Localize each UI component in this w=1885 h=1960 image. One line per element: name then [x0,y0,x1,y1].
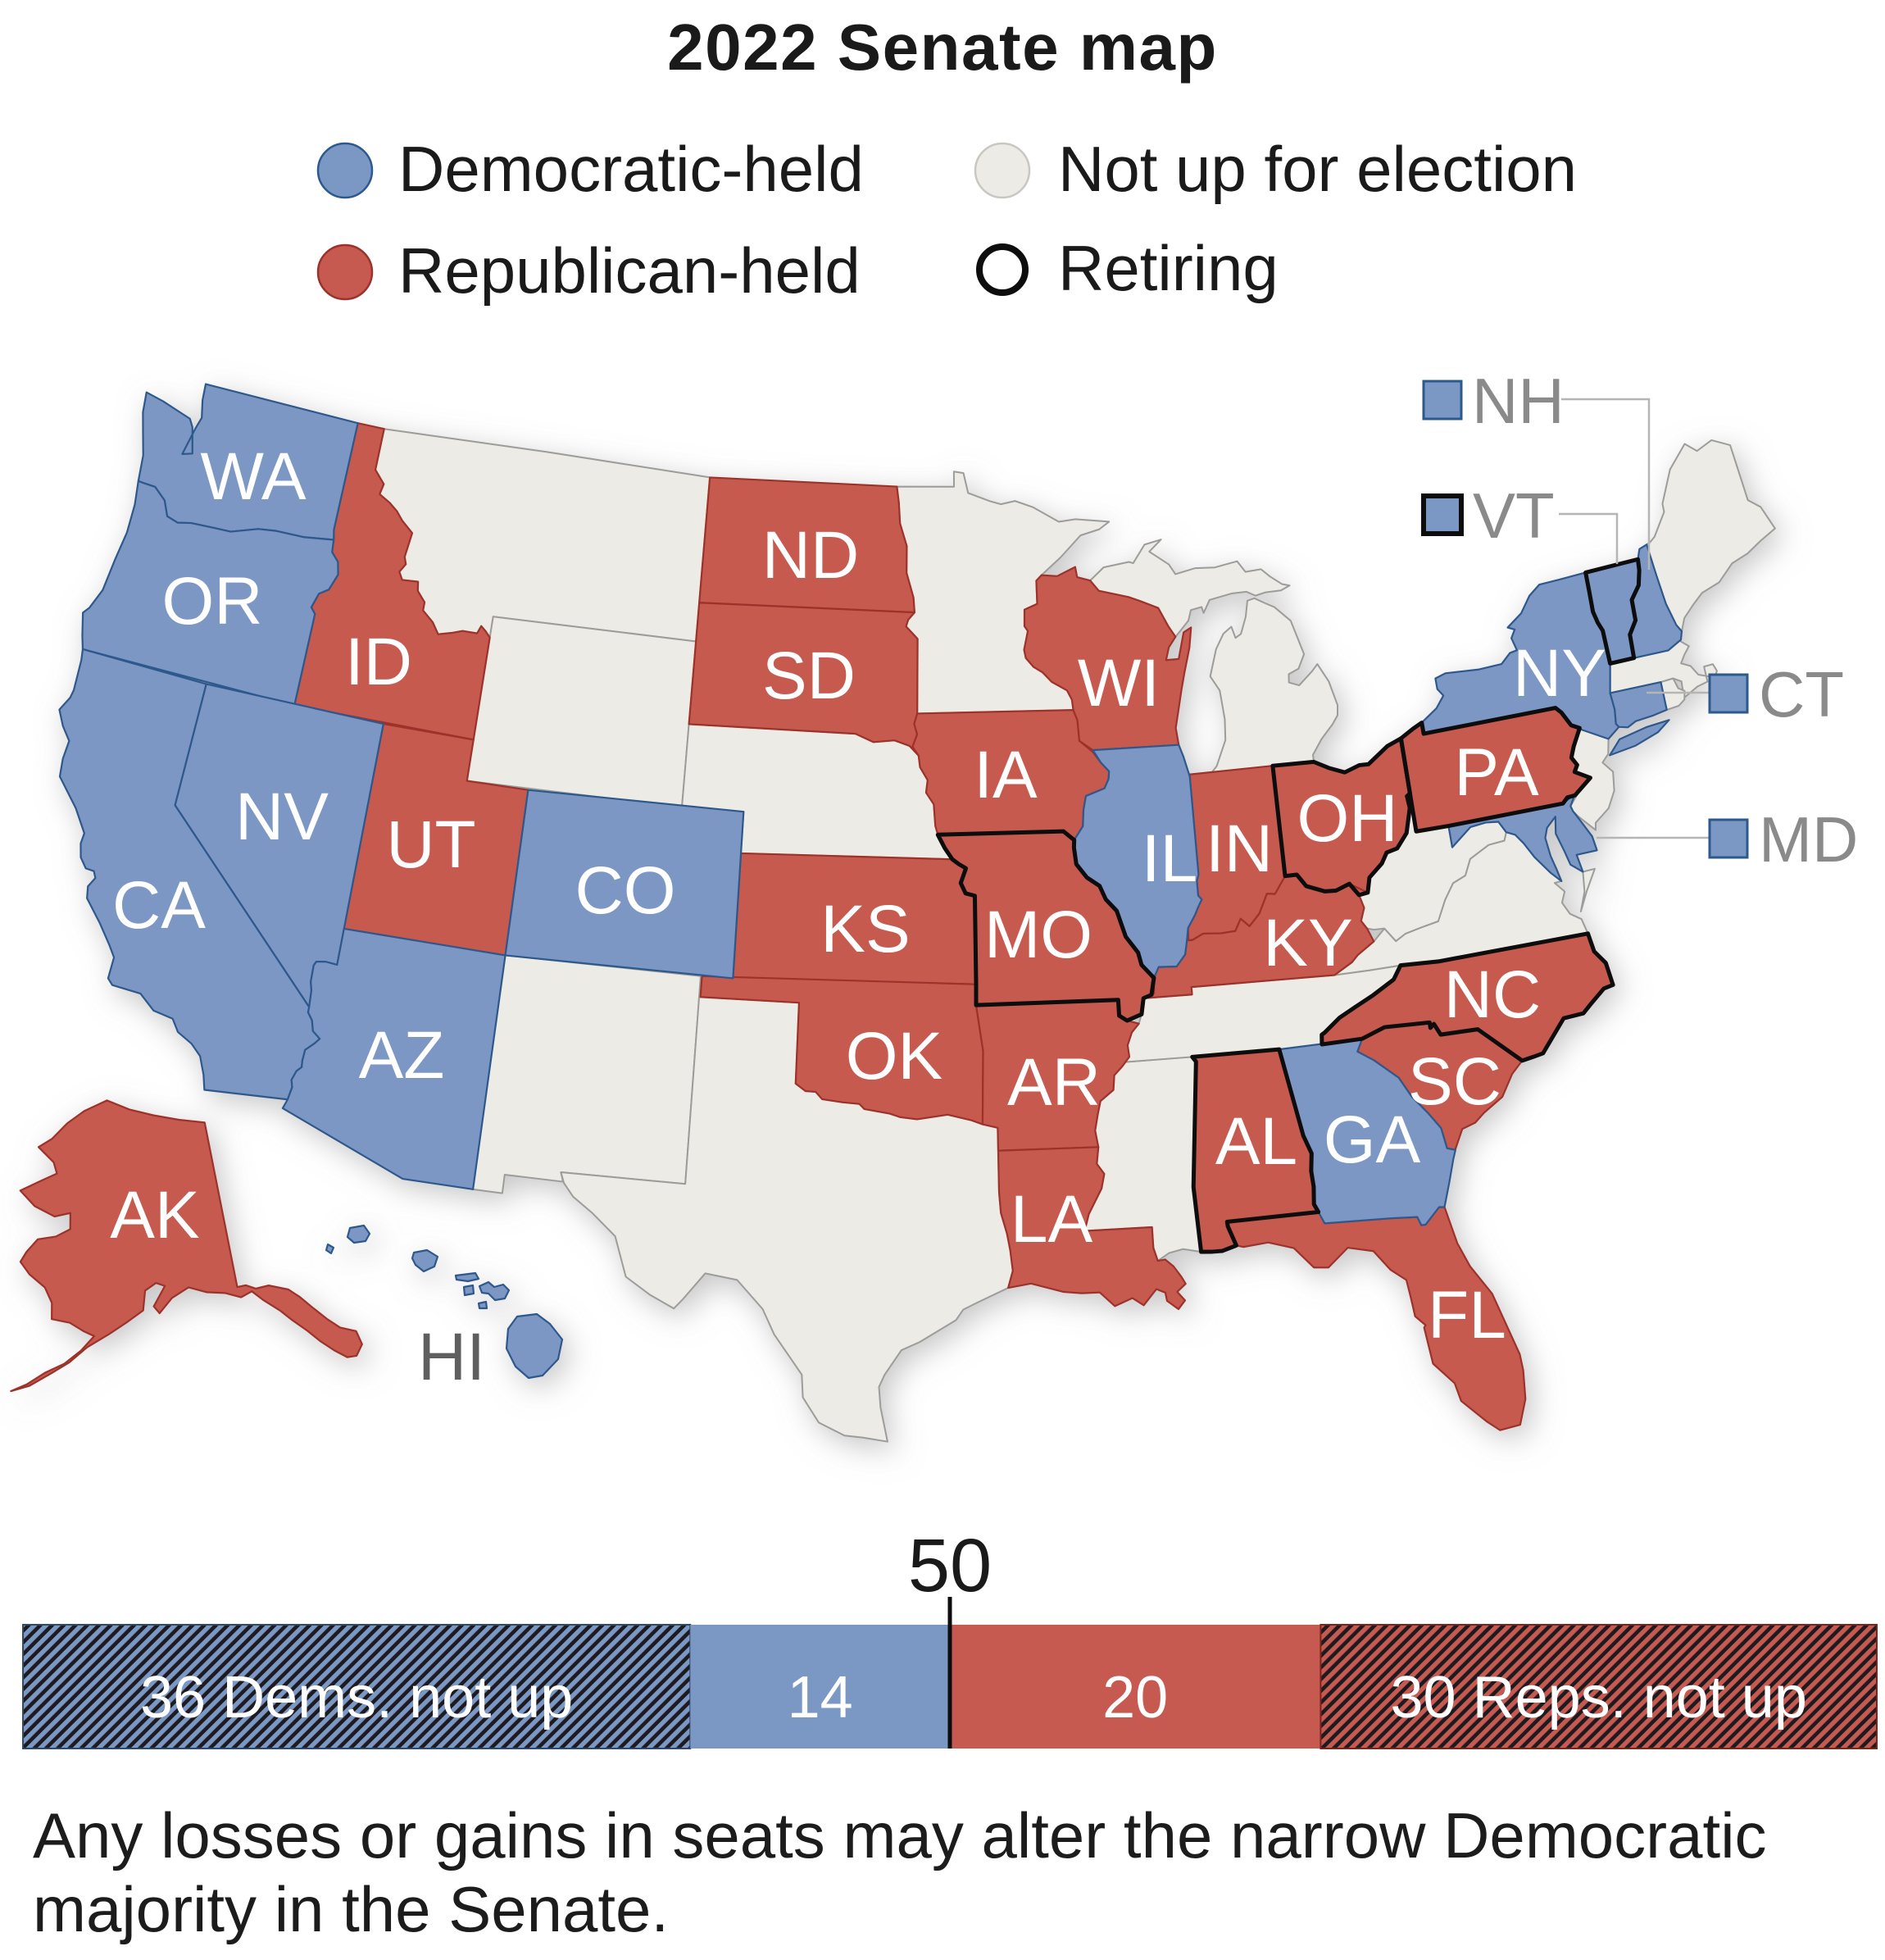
svg-text:30 Reps. not up: 30 Reps. not up [1391,1665,1807,1730]
svg-text:IL: IL [1142,821,1197,896]
svg-text:SD: SD [762,639,856,713]
svg-text:WI: WI [1078,646,1160,721]
svg-text:MD: MD [1759,803,1858,875]
svg-text:36 Dems. not up: 36 Dems. not up [140,1665,573,1730]
svg-text:ID: ID [345,625,412,699]
svg-text:HI: HI [418,1320,485,1394]
svg-text:NY: NY [1513,636,1606,711]
svg-text:AK: AK [110,1178,199,1253]
svg-text:Retiring: Retiring [1058,232,1279,304]
svg-text:WA: WA [200,439,306,514]
svg-text:OR: OR [162,564,263,639]
svg-text:PA: PA [1454,735,1539,810]
svg-text:OK: OK [846,1019,942,1094]
svg-text:Any losses or gains in seats m: Any losses or gains in seats may alter t… [33,1799,1767,1871]
svg-text:CO: CO [575,853,676,928]
svg-text:CA: CA [112,868,206,943]
svg-text:NC: NC [1444,957,1541,1032]
svg-text:UT: UT [386,807,475,882]
svg-text:IA: IA [974,738,1038,812]
svg-text:14: 14 [788,1665,853,1730]
svg-text:Republican-held: Republican-held [398,234,861,307]
svg-text:AZ: AZ [359,1018,445,1093]
svg-text:2022 Senate map: 2022 Senate map [667,11,1218,84]
svg-text:KY: KY [1263,906,1352,980]
svg-text:SC: SC [1408,1044,1501,1119]
svg-text:GA: GA [1324,1103,1421,1177]
svg-text:Democratic-held: Democratic-held [398,133,864,205]
svg-text:50: 50 [908,1524,992,1608]
svg-text:KS: KS [820,892,910,966]
svg-text:VT: VT [1473,480,1555,552]
svg-text:NH: NH [1472,365,1565,437]
svg-text:AL: AL [1215,1104,1297,1179]
svg-text:Not up for election: Not up for election [1058,133,1577,205]
svg-text:ND: ND [762,518,859,593]
svg-text:OH: OH [1297,781,1398,856]
svg-text:MO: MO [984,898,1092,972]
svg-text:majority in the Senate.: majority in the Senate. [33,1873,669,1945]
svg-text:NV: NV [235,780,329,854]
svg-text:CT: CT [1759,658,1844,730]
svg-text:IN: IN [1206,812,1273,886]
svg-text:LA: LA [1011,1182,1093,1257]
svg-text:FL: FL [1428,1278,1506,1353]
svg-text:20: 20 [1102,1665,1168,1730]
svg-text:AR: AR [1007,1045,1101,1120]
